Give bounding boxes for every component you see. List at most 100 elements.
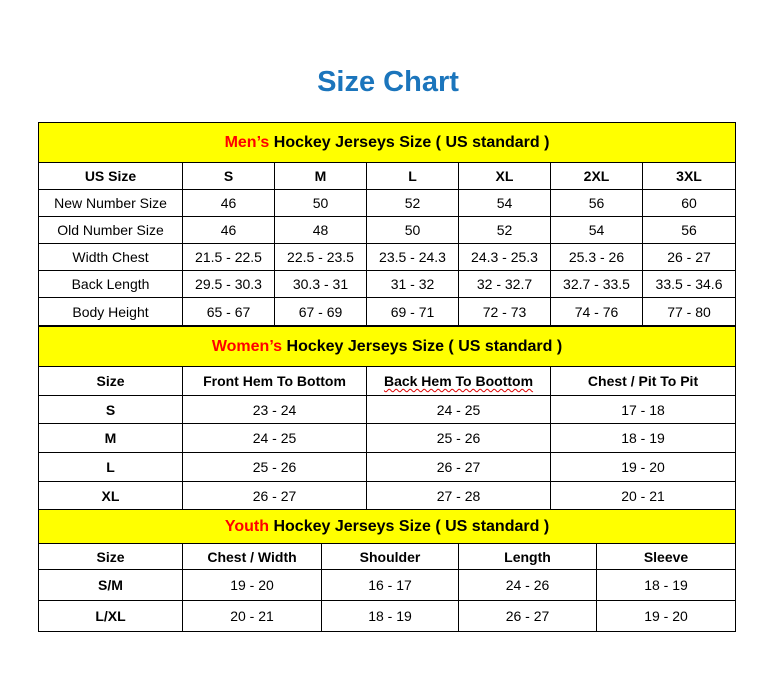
table-row: L 25 - 26 26 - 27 19 - 20 xyxy=(38,452,737,482)
column-header-label: XL xyxy=(495,168,514,184)
table-row: Old Number Size 46 48 50 52 54 56 xyxy=(38,216,737,244)
table-cell: 56 xyxy=(641,216,737,244)
row-label: S xyxy=(38,395,183,424)
table-cell: 24 - 25 xyxy=(366,395,551,424)
column-header: Size xyxy=(38,543,183,570)
table-cell: 24.3 - 25.3 xyxy=(458,243,551,271)
table-cell: 72 - 73 xyxy=(458,297,551,326)
section-header-text: Hockey Jerseys Size ( US standard ) xyxy=(282,337,563,355)
column-header: Chest / Pit To Pit xyxy=(549,366,737,396)
table-cell: 52 xyxy=(366,189,459,217)
row-label: Old Number Size xyxy=(38,216,183,244)
column-header-label: Chest / Pit To Pit xyxy=(587,373,699,389)
column-header: Shoulder xyxy=(321,543,459,570)
table-cell: 25.3 - 26 xyxy=(550,243,643,271)
table-cell: 67 - 69 xyxy=(274,297,367,326)
column-header-label: Front Hem To Bottom xyxy=(203,373,346,389)
table-cell: 21.5 - 22.5 xyxy=(182,243,275,271)
column-header-label: Size xyxy=(96,548,125,565)
table-cell: 22.5 - 23.5 xyxy=(274,243,367,271)
table-cell: 30.3 - 31 xyxy=(274,270,367,298)
table-cell: 74 - 76 xyxy=(550,297,643,326)
table-cell: 60 xyxy=(641,189,737,217)
table-cell: 48 xyxy=(274,216,367,244)
column-header-label: Sleeve xyxy=(643,548,689,565)
table-cell: 23 - 24 xyxy=(182,395,367,424)
youth-size-table: Youth Hockey Jerseys Size ( US standard … xyxy=(37,509,737,632)
column-header: Front Hem To Bottom xyxy=(182,366,367,396)
row-label: L xyxy=(38,452,183,482)
table-cell: 26 - 27 xyxy=(641,243,737,271)
table-cell: 77 - 80 xyxy=(641,297,737,326)
table-cell: 23.5 - 24.3 xyxy=(366,243,459,271)
table-cell: 19 - 20 xyxy=(595,600,737,632)
table-cell: 18 - 19 xyxy=(321,600,459,632)
page-title: Size Chart xyxy=(317,66,459,98)
column-header-label: Chest / Width xyxy=(207,548,297,565)
table-cell: 56 xyxy=(550,189,643,217)
table-cell: 50 xyxy=(274,189,367,217)
row-label: Back Length xyxy=(38,270,183,298)
column-header: US Size xyxy=(38,162,183,190)
table-row: Body Height 65 - 67 67 - 69 69 - 71 72 - 73 7… xyxy=(38,297,737,326)
column-header-label: Length xyxy=(504,548,551,565)
table-cell: 32.7 - 33.5 xyxy=(550,270,643,298)
column-header-label: 3XL xyxy=(676,168,702,184)
men-section-header: Men’s Hockey Jerseys Size ( US standard … xyxy=(37,122,737,163)
column-header: Back Hem To Boottom xyxy=(366,366,551,396)
table-row: Back Length 29.5 - 30.3 30.3 - 31 31 - 32 32… xyxy=(38,270,737,298)
table-cell: 54 xyxy=(458,189,551,217)
column-header-label: Shoulder xyxy=(359,548,421,565)
womens-size-table: Women’s Hockey Jerseys Size ( US standar… xyxy=(37,326,737,510)
row-label: S/M xyxy=(38,569,183,601)
women-section-header: Women’s Hockey Jerseys Size ( US standar… xyxy=(37,326,737,367)
row-label: L/XL xyxy=(38,600,183,632)
section-header-accent: Men’s xyxy=(224,133,270,151)
table-cell: 32 - 32.7 xyxy=(458,270,551,298)
table-cell: 25 - 26 xyxy=(182,452,367,482)
column-header: L xyxy=(366,162,459,190)
column-header: Length xyxy=(458,543,597,570)
table-row: New Number Size 46 50 52 54 56 60 xyxy=(38,189,737,217)
table-cell: 17 - 18 xyxy=(549,395,737,424)
table-row: M 24 - 25 25 - 26 18 - 19 xyxy=(38,423,737,453)
row-label: Width Chest xyxy=(38,243,183,271)
column-header-label: US Size xyxy=(84,168,137,184)
table-cell: 69 - 71 xyxy=(366,297,459,326)
table-cell: 54 xyxy=(550,216,643,244)
table-cell: 26 - 27 xyxy=(458,600,597,632)
section-header-accent: Youth xyxy=(224,517,270,535)
table-cell: 65 - 67 xyxy=(182,297,275,326)
column-header: Size xyxy=(38,366,183,396)
table-cell: 24 - 26 xyxy=(458,569,597,601)
section-header-text: Hockey Jerseys Size ( US standard ) xyxy=(269,133,550,151)
table-cell: 26 - 27 xyxy=(182,481,367,510)
table-cell: 50 xyxy=(366,216,459,244)
table-cell: 46 xyxy=(182,216,275,244)
column-header-label: M xyxy=(314,168,327,184)
table-cell: 26 - 27 xyxy=(366,452,551,482)
column-header-label: Back Hem To Boottom xyxy=(383,373,534,389)
row-label: M xyxy=(38,423,183,453)
table-cell: 52 xyxy=(458,216,551,244)
table-cell: 20 - 21 xyxy=(549,481,737,510)
column-header-label: L xyxy=(408,168,417,184)
table-row: L/XL 20 - 21 18 - 19 26 - 27 19 - 20 xyxy=(38,600,737,632)
table-cell: 27 - 28 xyxy=(366,481,551,510)
section-header-accent: Women’s xyxy=(211,337,283,355)
column-header: XL xyxy=(458,162,551,190)
column-header: M xyxy=(274,162,367,190)
table-cell: 24 - 25 xyxy=(182,423,367,453)
column-header: 2XL xyxy=(550,162,643,190)
table-cell: 33.5 - 34.6 xyxy=(641,270,737,298)
table-row: Width Chest 21.5 - 22.5 22.5 - 23.5 23.5 - … xyxy=(38,243,737,271)
table-cell: 29.5 - 30.3 xyxy=(182,270,275,298)
column-header-label: S xyxy=(223,168,234,184)
column-header-label: 2XL xyxy=(583,168,610,184)
table-cell: 19 - 20 xyxy=(182,569,322,601)
row-label: Body Height xyxy=(38,297,183,326)
table-row: XL 26 - 27 27 - 28 20 - 21 xyxy=(38,481,737,510)
table-row: S 23 - 24 24 - 25 17 - 18 xyxy=(38,395,737,424)
table-cell: 20 - 21 xyxy=(182,600,322,632)
table-cell: 16 - 17 xyxy=(321,569,459,601)
